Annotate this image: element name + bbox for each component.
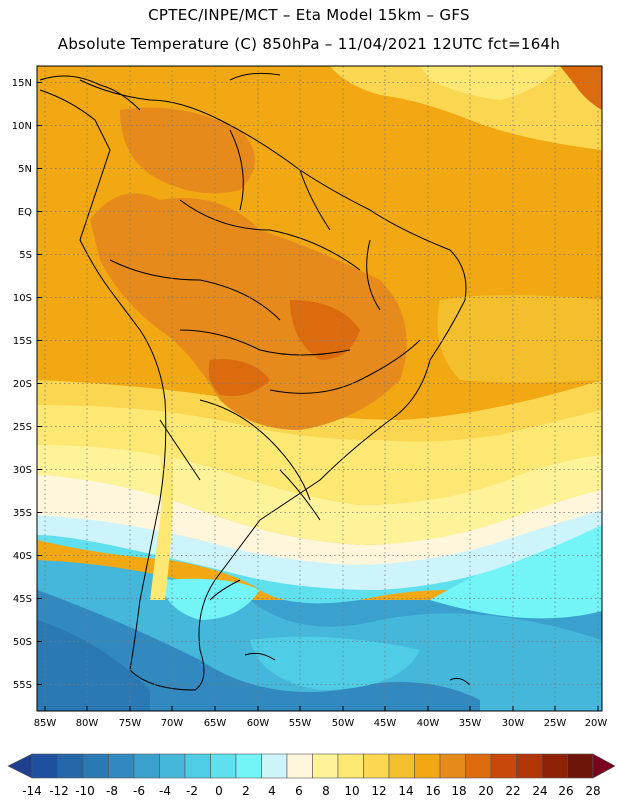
- colorbar-swatch: [82, 753, 109, 779]
- title-line-1: CPTEC/INPE/MCT – Eta Model 15km – GFS: [148, 6, 470, 24]
- lon-label: 40W: [417, 718, 440, 729]
- colorbar-label: -6: [133, 784, 145, 798]
- colorbar-arrow-left: [7, 753, 33, 779]
- colorbar-swatch: [541, 753, 568, 779]
- colorbar-swatch: [388, 753, 415, 779]
- colorbar-swatch: [286, 753, 313, 779]
- colorbar-swatch: [439, 753, 466, 779]
- lon-label: 85W: [34, 718, 57, 729]
- colorbar-label: -10: [75, 784, 95, 798]
- lat-label: 55S: [13, 680, 32, 691]
- colorbar-label: 22: [505, 784, 520, 798]
- lon-label: 60W: [247, 718, 270, 729]
- colorbar-label: 4: [268, 784, 276, 798]
- lon-label: 50W: [332, 718, 355, 729]
- colorbar-label: 18: [451, 784, 466, 798]
- colorbar-swatch: [108, 753, 135, 779]
- axis-ticks: [37, 82, 599, 711]
- colorbar-swatch: [31, 753, 58, 779]
- colorbar-swatch: [465, 753, 492, 779]
- colorbar-arrow-right: [592, 753, 616, 779]
- colorbar-swatch: [337, 753, 364, 779]
- lon-label: 65W: [204, 718, 227, 729]
- colorbar-label: -2: [186, 784, 198, 798]
- colorbar-swatch: [57, 753, 84, 779]
- lat-label: 20S: [13, 379, 32, 390]
- colorbar-swatch: [133, 753, 160, 779]
- colorbar-swatch: [363, 753, 390, 779]
- colorbar-label: 16: [425, 784, 440, 798]
- lat-label: 35S: [13, 508, 32, 519]
- longitude-labels: 85W 80W 75W 70W 65W 60W 55W 50W 45W 40W …: [34, 718, 608, 729]
- colorbar-label: -4: [159, 784, 171, 798]
- colorbar: [7, 753, 616, 779]
- colorbar-label: 24: [532, 784, 547, 798]
- colorbar-swatch: [261, 753, 288, 779]
- colorbar-label: 20: [478, 784, 493, 798]
- lat-label: 15S: [13, 336, 32, 347]
- colorbar-label: -8: [106, 784, 118, 798]
- colorbar-swatch: [567, 753, 594, 779]
- colorbar-label: -12: [49, 784, 69, 798]
- latitude-labels: 15N 10N 5N EQ 5S 10S 15S 20S 25S 30S 35S…: [12, 78, 32, 691]
- lat-label: 5N: [18, 164, 32, 175]
- colorbar-swatch: [312, 753, 339, 779]
- lat-label: 15N: [12, 78, 32, 89]
- lat-label: 5S: [19, 250, 32, 261]
- lat-label: 25S: [13, 422, 32, 433]
- colorbar-swatch: [184, 753, 211, 779]
- lon-label: 55W: [289, 718, 312, 729]
- colorbar-label: -14: [22, 784, 42, 798]
- colorbar-label: 0: [215, 784, 223, 798]
- colorbar-swatch: [414, 753, 441, 779]
- lon-label: 80W: [76, 718, 99, 729]
- lon-label: 30W: [502, 718, 525, 729]
- lat-label: 10S: [13, 293, 32, 304]
- map-frame: [36, 65, 603, 712]
- temperature-field: [37, 66, 602, 711]
- lon-label: 25W: [544, 718, 567, 729]
- colorbar-label: 12: [371, 784, 386, 798]
- colorbar-swatch: [490, 753, 517, 779]
- lon-label: 35W: [459, 718, 482, 729]
- lon-label: 70W: [161, 718, 184, 729]
- colorbar-swatch: [516, 753, 543, 779]
- lon-label: 45W: [374, 718, 397, 729]
- colorbar-label: 14: [398, 784, 413, 798]
- lat-label: 50S: [13, 637, 32, 648]
- lat-label: 40S: [13, 551, 32, 562]
- colorbar-label: 2: [242, 784, 250, 798]
- colorbar-swatch: [210, 753, 237, 779]
- colorbar-labels: -14 -12 -10 -8 -6 -4 -2 0 2 4 6 8 10 12 …: [22, 784, 600, 798]
- title-line-2: Absolute Temperature (C) 850hPa – 11/04/…: [57, 35, 561, 53]
- colorbar-swatch: [159, 753, 186, 779]
- colorbar-label: 26: [558, 784, 573, 798]
- lon-label: 75W: [119, 718, 142, 729]
- lon-label: 20W: [585, 718, 608, 729]
- colorbar-label: 10: [344, 784, 359, 798]
- lat-label: 10N: [12, 121, 32, 132]
- coastlines: [39, 72, 471, 691]
- lat-label: 45S: [13, 594, 32, 605]
- lat-label: EQ: [18, 207, 32, 218]
- colorbar-swatch: [235, 753, 262, 779]
- colorbar-label: 8: [322, 784, 330, 798]
- colorbar-label: 28: [585, 784, 600, 798]
- colorbar-label: 6: [295, 784, 303, 798]
- lat-label: 30S: [13, 465, 32, 476]
